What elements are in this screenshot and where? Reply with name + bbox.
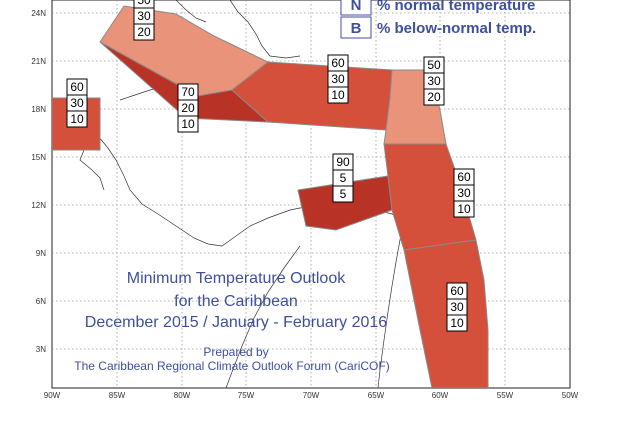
legend-swatch (340, 0, 372, 16)
prob-box-northwest-bahamas: 50 30 20 (133, 0, 155, 41)
prob-value: 60 (450, 284, 464, 298)
prob-cell-frame (446, 314, 468, 332)
prob-cell-frame (66, 110, 88, 128)
lat-label-6N: 6N (36, 297, 46, 306)
title-line-1: Minimum Temperature Outlook (127, 270, 346, 287)
prob-value: 60 (70, 80, 84, 94)
lon-label-85W: 85W (109, 391, 126, 400)
probability-boxes: 50 30 20 70 20 10 60 30 10 60 30 10 50 30 20 90 5 5 60 30 10… (66, 0, 475, 332)
prob-value: 70 (181, 85, 195, 99)
prob-value: 20 (137, 25, 151, 39)
prob-value: 10 (331, 88, 345, 102)
lat-label-9N: 9N (36, 249, 46, 258)
prob-value: 30 (457, 186, 471, 200)
lon-label-50W: 50W (562, 391, 579, 400)
longitude-labels: 90W 85W 80W 75W 70W 65W 60W 55W 50W (44, 391, 579, 400)
lon-label-75W: 75W (238, 391, 255, 400)
prob-value: 50 (137, 0, 151, 7)
prob-value: 10 (457, 202, 471, 216)
title-line-2: for the Caribbean (174, 293, 298, 310)
latitude-labels: 24N 21N 18N 15N 12N 9N 6N 3N (31, 9, 46, 354)
lat-label-15N: 15N (31, 153, 46, 162)
prob-cell-frame (423, 88, 445, 106)
prob-cell-frame (332, 185, 354, 203)
prob-value: 5 (340, 171, 347, 185)
prob-value: 30 (70, 96, 84, 110)
legend-label: % below-normal temp. (377, 20, 536, 37)
legend: N % normal temperature B % below-normal tem… (340, 0, 536, 39)
legend-row-b: B % below-normal temp. (340, 16, 536, 39)
prepared-by-line-2: The Caribbean Regional Climate Outlook F… (74, 359, 389, 373)
prob-value: 50 (427, 58, 441, 72)
prob-value: 10 (70, 112, 84, 126)
region-guianas (403, 239, 489, 388)
legend-swatch (340, 16, 372, 39)
prob-box-greater-antilles-east: 60 30 10 (327, 54, 349, 104)
prob-box-southern-caribbean: 90 5 5 (332, 153, 354, 203)
prob-value: 10 (450, 316, 464, 330)
prob-box-northern-lesser-antilles: 50 30 20 (423, 56, 445, 106)
prob-box-guianas: 60 30 10 (446, 282, 468, 332)
legend-letter: N (351, 0, 362, 14)
title-line-3: December 2015 / January - February 2016 (85, 314, 387, 331)
prob-value: 30 (137, 9, 151, 23)
lat-label-12N: 12N (31, 201, 46, 210)
prob-value: 60 (331, 56, 345, 70)
prob-value: 20 (181, 101, 195, 115)
lon-label-90W: 90W (44, 391, 61, 400)
prob-cell-frame (133, 23, 155, 41)
prob-box-cuba-jamaica: 70 20 10 (177, 83, 199, 133)
region-southern-caribbean (297, 175, 393, 231)
prob-cell-frame (177, 115, 199, 133)
lat-label-24N: 24N (31, 9, 46, 18)
legend-row-n: N % normal temperature (340, 0, 535, 16)
lon-label-70W: 70W (303, 391, 320, 400)
lon-label-65W: 65W (368, 391, 385, 400)
lat-label-21N: 21N (31, 57, 46, 66)
prob-value: 20 (427, 90, 441, 104)
legend-label: % normal temperature (377, 0, 535, 14)
lon-label-60W: 60W (432, 391, 449, 400)
map-title: Minimum Temperature Outlook for the Cari… (85, 270, 387, 331)
prob-value: 30 (427, 74, 441, 88)
prob-value: 30 (331, 72, 345, 86)
prob-cell-frame (453, 200, 475, 218)
prob-value: 30 (450, 300, 464, 314)
prob-cell-frame (327, 86, 349, 104)
prob-value: 10 (181, 117, 195, 131)
prob-value: 60 (457, 170, 471, 184)
prob-box-western-caribbean: 60 30 10 (66, 78, 88, 128)
prob-value: 90 (336, 155, 350, 169)
prob-value: 5 (340, 187, 347, 201)
legend-letter: B (351, 20, 362, 37)
lon-label-55W: 55W (497, 391, 514, 400)
lon-label-80W: 80W (174, 391, 191, 400)
prepared-by-line-1: Prepared by (203, 345, 268, 359)
prob-box-southern-lesser-antilles: 60 30 10 (453, 168, 475, 218)
prepared-by: Prepared by The Caribbean Regional Clima… (74, 345, 389, 373)
lat-label-18N: 18N (31, 105, 46, 114)
lat-label-3N: 3N (36, 345, 46, 354)
